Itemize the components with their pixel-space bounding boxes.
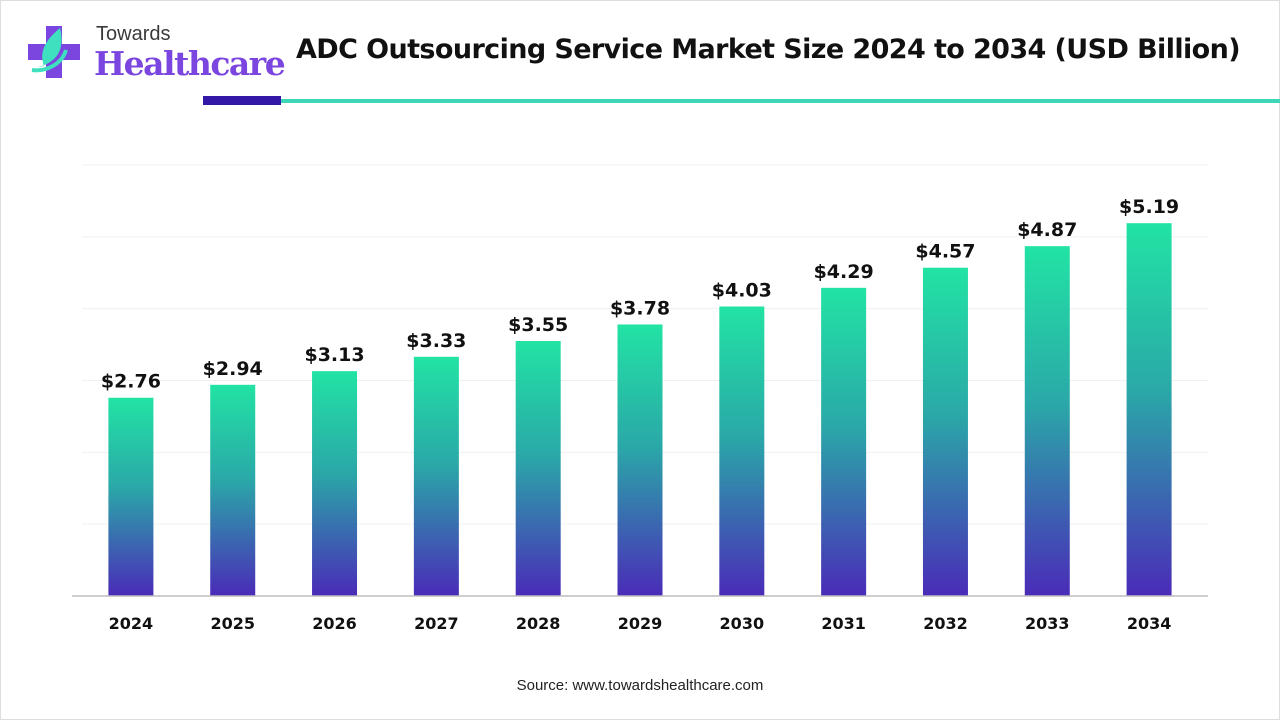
data-label: $4.29 [814,261,874,283]
x-tick-label: 2024 [109,614,154,633]
title-underline-teal [281,99,1280,103]
bar [515,340,561,596]
x-tick-label: 2028 [516,614,561,633]
bar [617,324,663,596]
data-label: $4.03 [712,280,772,302]
bar [1126,223,1172,596]
chart-title: ADC Outsourcing Service Market Size 2024… [296,34,1241,65]
logo-text-towards: Towards [96,23,171,45]
logo-text-healthcare: Healthcare [94,44,286,83]
x-tick-label: 2025 [210,614,255,633]
data-label: $4.57 [915,241,975,263]
data-label: $4.87 [1017,219,1077,241]
data-label: $3.55 [508,314,568,336]
bar [1024,246,1070,596]
bar [922,267,968,596]
title-underline-dark [203,96,281,105]
data-label: $2.76 [101,371,161,393]
logo-cross-leaf-icon [28,26,80,78]
bar [210,384,256,596]
x-tick-label: 2034 [1127,614,1172,633]
data-label: $3.78 [610,297,670,319]
bar [413,356,459,596]
data-label: $5.19 [1119,196,1179,218]
logo: Towards Healthcare [20,20,286,90]
x-tick-label: 2031 [821,614,866,633]
source-note: Source: www.towardshealthcare.com [516,677,764,694]
x-tick-label: 2027 [414,614,459,633]
data-label: $3.13 [304,344,364,366]
data-label: $2.94 [203,358,263,380]
x-tick-label: 2029 [618,614,663,633]
bar [108,397,154,596]
bar [821,287,867,596]
data-label: $3.33 [406,330,466,352]
x-tick-label: 2033 [1025,614,1070,633]
x-tick-label: 2030 [720,614,765,633]
x-tick-label: 2026 [312,614,357,633]
bar [312,371,358,596]
bar [719,306,765,596]
x-tick-label: 2032 [923,614,968,633]
